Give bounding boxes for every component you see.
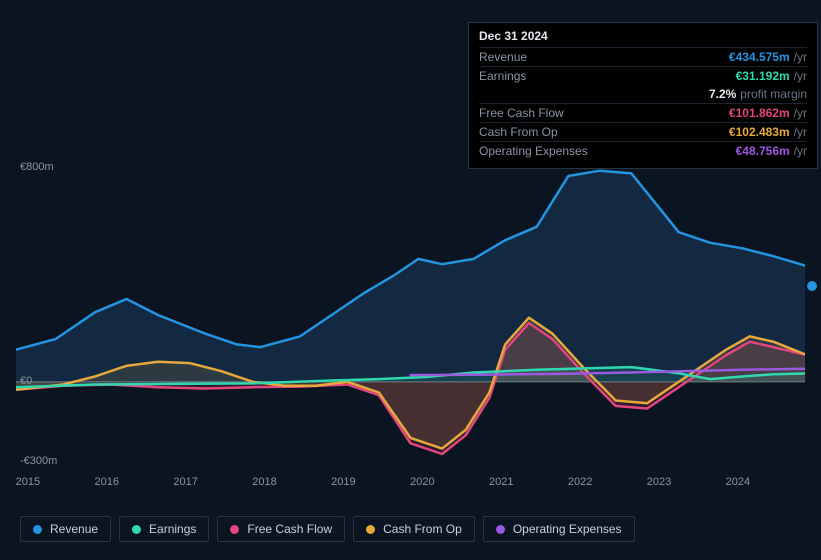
legend-item-cfo[interactable]: Cash From Op (353, 516, 475, 542)
tooltip-metric-label: Cash From Op (479, 125, 558, 139)
tooltip-row: Free Cash Flow €101.862m/yr (479, 103, 807, 122)
y-axis-label: €800m (20, 161, 54, 173)
tooltip-metric-label: Operating Expenses (479, 144, 588, 158)
chart-legend: Revenue Earnings Free Cash Flow Cash From O… (20, 516, 635, 542)
tooltip-row: Operating Expenses €48.756m/yr (479, 141, 807, 160)
x-axis-labels: 2015 2016 2017 2018 2019 2020 2021 2022 2023 2024 (16, 476, 805, 496)
tooltip-metric-value: €48.756m (736, 144, 790, 158)
legend-item-revenue[interactable]: Revenue (20, 516, 111, 542)
x-axis-label: 2017 (173, 476, 197, 488)
legend-swatch (132, 525, 141, 534)
tooltip-metric-unit: /yr (794, 50, 807, 64)
tooltip-metric-value: €101.862m (729, 106, 790, 120)
x-axis-label: 2015 (16, 476, 40, 488)
tooltip-profit-margin: 7.2%profit margin (479, 85, 807, 103)
legend-swatch (230, 525, 239, 534)
x-axis-label: 2016 (94, 476, 118, 488)
tooltip-row: Revenue €434.575m/yr (479, 47, 807, 66)
financials-chart[interactable] (16, 160, 805, 505)
legend-label: Free Cash Flow (247, 522, 332, 536)
legend-label: Operating Expenses (513, 522, 622, 536)
x-axis-label: 2024 (726, 476, 750, 488)
tooltip-row: Earnings €31.192m/yr (479, 66, 807, 85)
legend-label: Revenue (50, 522, 98, 536)
tooltip-metric-unit: /yr (794, 125, 807, 139)
legend-item-earnings[interactable]: Earnings (119, 516, 209, 542)
tooltip-metric-value: €102.483m (729, 125, 790, 139)
tooltip-metric-label: Earnings (479, 69, 526, 83)
tooltip-metric-unit: /yr (794, 69, 807, 83)
line-end-marker (807, 281, 817, 291)
legend-label: Earnings (149, 522, 196, 536)
tooltip-date: Dec 31 2024 (479, 29, 807, 43)
tooltip-metric-label: Free Cash Flow (479, 106, 564, 120)
x-axis-label: 2018 (252, 476, 276, 488)
x-axis-label: 2019 (331, 476, 355, 488)
y-axis-label: -€300m (20, 455, 57, 467)
x-axis-label: 2020 (410, 476, 434, 488)
legend-swatch (366, 525, 375, 534)
x-axis-label: 2023 (647, 476, 671, 488)
tooltip-metric-unit: /yr (794, 106, 807, 120)
tooltip-row: Cash From Op €102.483m/yr (479, 122, 807, 141)
x-axis-label: 2022 (568, 476, 592, 488)
tooltip-metric-value: €31.192m (736, 69, 790, 83)
tooltip-metric-label: Revenue (479, 50, 527, 64)
legend-swatch (496, 525, 505, 534)
x-axis-label: 2021 (489, 476, 513, 488)
y-axis-label: €0 (20, 375, 32, 387)
data-tooltip: Dec 31 2024 Revenue €434.575m/yr Earnings €… (468, 22, 818, 169)
legend-label: Cash From Op (383, 522, 462, 536)
tooltip-metric-value: €434.575m (729, 50, 790, 64)
series-area-revenue (16, 171, 805, 382)
legend-swatch (33, 525, 42, 534)
legend-item-opex[interactable]: Operating Expenses (483, 516, 635, 542)
tooltip-metric-unit: /yr (794, 144, 807, 158)
legend-item-fcf[interactable]: Free Cash Flow (217, 516, 345, 542)
